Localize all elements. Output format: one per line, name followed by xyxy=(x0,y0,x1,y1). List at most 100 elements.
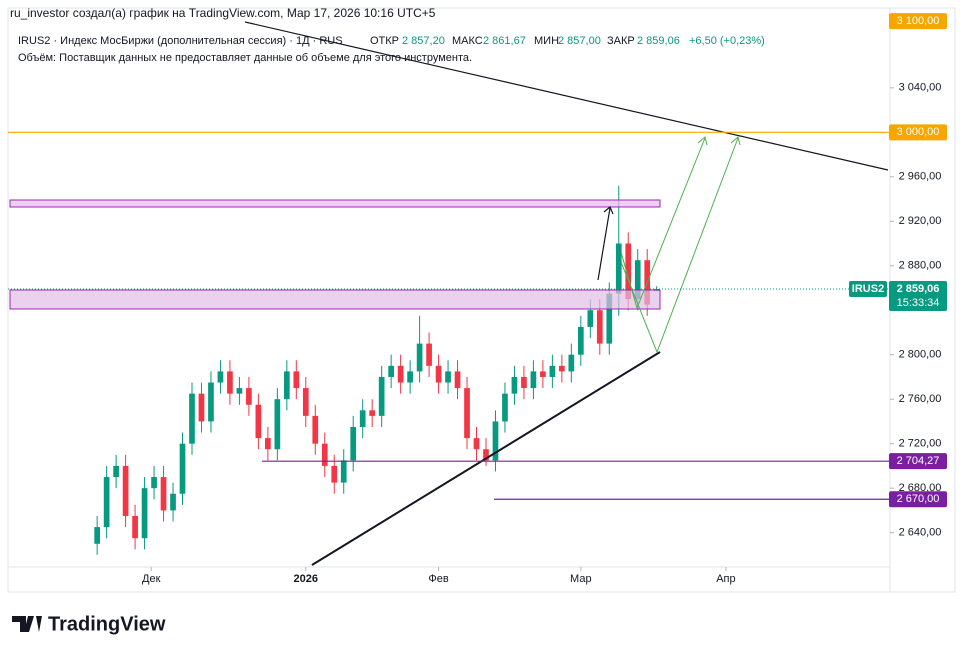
candle-body xyxy=(577,326,584,355)
candle-body xyxy=(160,477,167,511)
candle-body xyxy=(540,371,546,377)
candle-body xyxy=(217,371,224,383)
y-tick-label: 2 800,00 xyxy=(899,349,942,361)
brand-logo xyxy=(12,616,42,632)
legend-low-label: МИН xyxy=(534,35,559,47)
x-tick-label: Фев xyxy=(428,573,448,585)
candle-body xyxy=(283,371,290,400)
candle-body xyxy=(378,376,385,416)
countdown: 15:33:34 xyxy=(897,297,940,309)
candle-body xyxy=(236,388,243,394)
zone-upper xyxy=(9,199,661,208)
candle-body xyxy=(255,404,262,439)
candle-body xyxy=(568,354,575,372)
candle-body xyxy=(170,493,176,511)
arrow-head xyxy=(697,136,708,146)
candle-body xyxy=(483,449,489,461)
zone-lower xyxy=(9,289,661,310)
candle-body xyxy=(473,438,480,450)
x-tick-label: Апр xyxy=(716,573,735,585)
candle-body xyxy=(615,243,622,294)
candle-body xyxy=(464,388,470,439)
arrow-green xyxy=(620,137,739,354)
candle-body xyxy=(549,365,556,377)
candle-body xyxy=(208,382,214,422)
candle-body xyxy=(625,243,632,300)
legend-high-label: МАКС xyxy=(452,35,483,47)
candle-body xyxy=(198,393,205,422)
candle-body xyxy=(189,393,195,444)
candle-body xyxy=(502,393,508,422)
candle-body xyxy=(350,427,357,461)
candle-body xyxy=(359,410,366,427)
price-tag xyxy=(889,13,947,30)
y-tick-label: 2 720,00 xyxy=(899,438,942,450)
legend-close: 2 859,06 xyxy=(637,35,680,47)
candle-body xyxy=(103,477,110,528)
price-tag xyxy=(889,453,947,470)
trend-line-down xyxy=(244,21,889,171)
candle-body xyxy=(521,376,527,389)
candle-body xyxy=(596,310,603,344)
x-tick-label: 2026 xyxy=(294,573,318,585)
price-tag xyxy=(889,491,947,508)
x-tick-label: Дек xyxy=(142,573,161,585)
y-tick-label: 2 880,00 xyxy=(899,260,942,272)
candle-body xyxy=(141,488,148,539)
candle-body xyxy=(559,365,565,372)
candle-body xyxy=(587,310,594,327)
candle-body xyxy=(293,371,300,389)
x-tick-label: Мар xyxy=(570,573,592,585)
price-tag-label: 2 670,00 xyxy=(897,493,940,505)
candle-body xyxy=(416,343,423,372)
arrow-head xyxy=(603,206,614,215)
candle-body xyxy=(302,388,309,416)
header: ru_investor создал(а) график на TradingV… xyxy=(10,6,436,20)
candle-body xyxy=(511,376,518,394)
last-price-tag xyxy=(889,281,947,312)
candle-body xyxy=(435,365,442,383)
price-tag-label: 2 704,27 xyxy=(897,455,940,467)
legend-open-label: ОТКР xyxy=(370,35,399,47)
candle-body xyxy=(369,410,376,416)
last-price-label: 2 859,06 xyxy=(897,283,940,295)
candle-body xyxy=(151,477,157,489)
candle-body xyxy=(265,438,271,450)
candle-body xyxy=(274,399,281,450)
legend-title: IRUS2 · Индекс МосБиржи (дополнительная … xyxy=(18,35,343,47)
y-tick-label: 2 640,00 xyxy=(899,527,942,539)
candle-body xyxy=(445,371,451,383)
chart-frame xyxy=(7,7,956,593)
legend-low: 2 857,00 xyxy=(558,35,601,47)
candle-body xyxy=(530,371,537,389)
legend: IRUS2 · Индекс МосБиржи (дополнительная … xyxy=(18,35,765,64)
brand: TradingView xyxy=(12,613,166,635)
legend-change: +6,50 (+0,23%) xyxy=(689,35,765,47)
price-tag-label: 3 000,00 xyxy=(897,126,940,138)
candle-body xyxy=(388,365,394,377)
arrow-head xyxy=(730,136,741,146)
y-tick-label: 2 760,00 xyxy=(899,393,942,405)
volume-note: Объём: Поставщик данных не предоставляет… xyxy=(18,52,472,64)
legend-open: 2 857,20 xyxy=(402,35,445,47)
candle-body xyxy=(634,260,641,300)
symbol-tag-label: IRUS2 xyxy=(852,283,884,295)
candle-body xyxy=(426,343,432,366)
candle-body xyxy=(454,371,461,389)
arrow-black xyxy=(597,207,611,281)
candle-body xyxy=(321,443,328,466)
y-tick-label: 2 920,00 xyxy=(899,215,942,227)
candle-body xyxy=(606,293,613,344)
candle-body xyxy=(94,527,100,544)
candle-body xyxy=(246,388,252,405)
y-tick-label: 2 680,00 xyxy=(899,482,942,494)
y-tick-label: 3 040,00 xyxy=(899,82,942,94)
candle-body xyxy=(132,515,138,539)
price-tag xyxy=(889,124,947,141)
candle-body xyxy=(179,443,186,494)
candle-body xyxy=(113,465,119,478)
candle-body xyxy=(227,371,233,394)
brand-name: TradingView xyxy=(48,613,166,635)
symbol-tag xyxy=(849,281,887,298)
